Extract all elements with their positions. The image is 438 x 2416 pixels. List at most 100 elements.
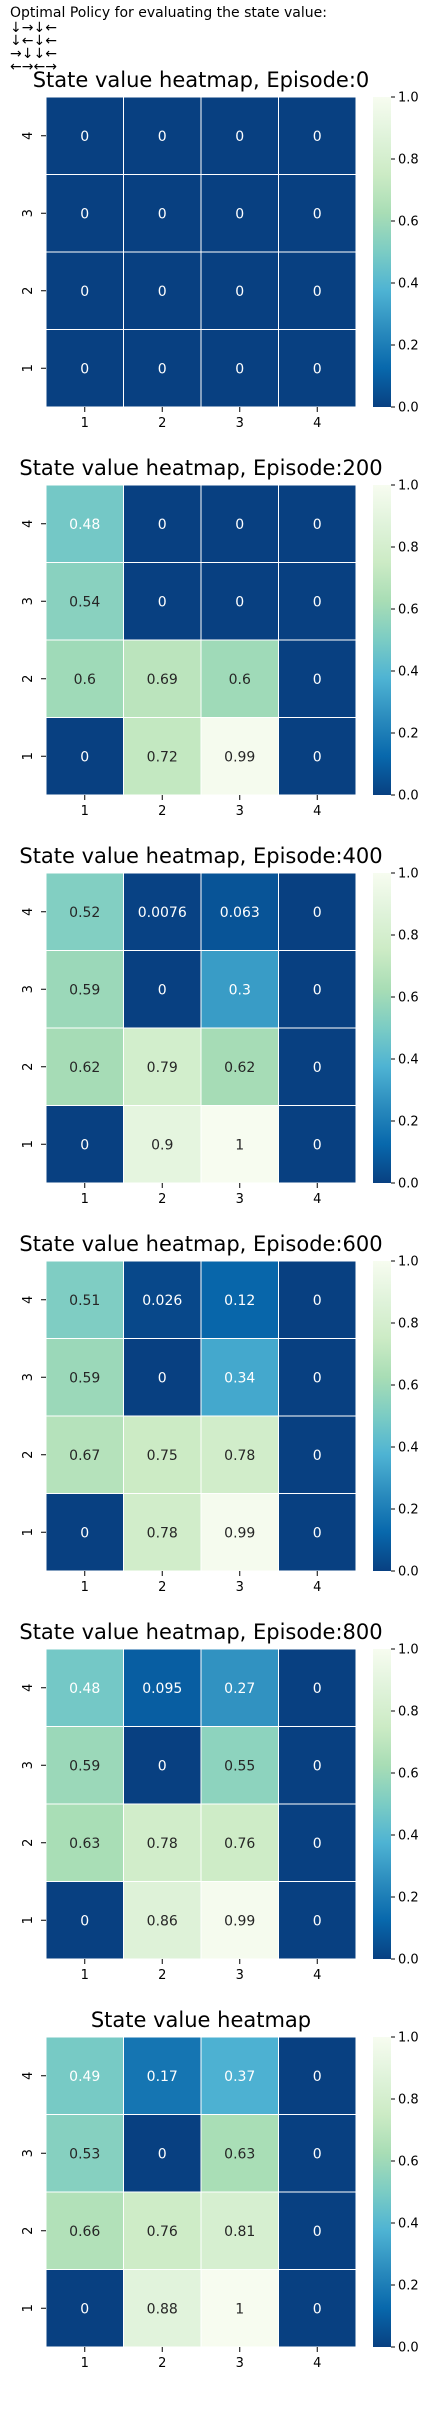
colorbar-tick-label: 0.6: [398, 215, 419, 230]
cell-value-label: 0.62: [224, 1060, 255, 1076]
heatmap-cell: [123, 1648, 202, 1727]
chart-title: State value heatmap, Episode:0: [33, 68, 370, 92]
heatmap-cell: [123, 1803, 202, 1882]
cell-value-label: 0.37: [224, 2069, 255, 2085]
cell-value-label: 0.76: [147, 2224, 178, 2240]
cell-value-label: 0.3: [229, 982, 251, 998]
y-tick-label: 2: [21, 287, 36, 295]
cell-value-label: 1: [235, 2301, 244, 2317]
colorbar-tick-label: 0.0: [398, 401, 419, 416]
colorbar: [373, 2037, 391, 2347]
heatmap-cell: [200, 1415, 279, 1494]
chart-title: State value heatmap, Episode:600: [19, 1232, 382, 1256]
heatmap-cell: [278, 639, 357, 718]
x-tick-label: 1: [81, 1192, 89, 1207]
heatmap-cell: [123, 329, 202, 408]
cell-value-label: 0.78: [147, 1836, 178, 1852]
cell-value-label: 0: [313, 1525, 322, 1541]
heatmap-cell: [278, 251, 357, 330]
x-tick-label: 3: [236, 1968, 244, 1983]
cell-value-label: 0: [158, 1370, 167, 1386]
x-tick-label: 4: [313, 1968, 321, 1983]
heatmap-cell: [278, 1881, 357, 1960]
heatmap-cell: [123, 639, 202, 718]
heatmap-cell: [278, 484, 357, 563]
heatmap-cell: [200, 1105, 279, 1184]
cell-value-label: 0: [158, 361, 167, 377]
heatmap-chart: State value heatmap, Episode:800 0.48 0.09…: [19, 1620, 419, 1983]
chart-title: State value heatmap, Episode:400: [19, 844, 382, 868]
heatmap-cell: [45, 1803, 124, 1882]
y-tick-label: 2: [21, 2227, 36, 2235]
heatmap-cell: [278, 1260, 357, 1339]
cell-value-label: 0.63: [224, 2146, 255, 2162]
colorbar: [373, 1649, 391, 1959]
cell-value-label: 0.63: [69, 1836, 100, 1852]
cell-value-label: 0: [313, 982, 322, 998]
y-tick-label: 4: [21, 132, 36, 140]
x-tick-label: 4: [313, 416, 321, 431]
cell-value-label: 0: [313, 129, 322, 145]
colorbar-tick-label: 0.4: [398, 1053, 419, 1068]
cell-value-label: 0.53: [69, 2146, 100, 2162]
cell-value-label: 0: [313, 2224, 322, 2240]
policy-row: ←→←→: [10, 59, 57, 75]
y-tick-label: 3: [21, 1761, 36, 1769]
cell-value-label: 0: [313, 206, 322, 222]
heatmap-chart: State value heatmap, Episode:0 0 0 0 0 0 0 0 0 0 0…: [21, 68, 419, 431]
heatmap-cell: [45, 96, 124, 175]
colorbar-tick-label: 0.0: [398, 1953, 419, 1968]
policy-row: →↓↓←: [10, 46, 57, 62]
cell-value-label: 0.48: [69, 1681, 100, 1697]
y-tick-label: 1: [21, 364, 36, 372]
chart-title: State value heatmap: [91, 2008, 311, 2032]
cell-value-label: 0.99: [224, 1913, 255, 1929]
heatmap-cell: [123, 950, 202, 1029]
heatmap-cell: [278, 2191, 357, 2270]
colorbar-tick-label: 0.4: [398, 277, 419, 292]
colorbar-tick-label: 0.6: [398, 2155, 419, 2170]
cell-value-label: 0.063: [220, 905, 260, 921]
cell-value-label: 0.78: [147, 1525, 178, 1541]
colorbar-tick-label: 1.0: [398, 479, 419, 494]
cell-value-label: 0: [313, 1137, 322, 1153]
y-tick-label: 3: [21, 985, 36, 993]
heatmap-cell: [200, 639, 279, 718]
cell-value-label: 0: [158, 284, 167, 300]
heatmap-chart: State value heatmap 0.49 0.17 0.37 0 0.53 0 0.6…: [21, 2008, 419, 2371]
cell-value-label: 0.81: [224, 2224, 255, 2240]
x-tick-label: 1: [81, 2356, 89, 2371]
y-tick-label: 1: [21, 1140, 36, 1148]
cell-value-label: 0.69: [147, 672, 178, 688]
cell-value-label: 0.095: [142, 1681, 182, 1697]
colorbar-tick-label: 0.8: [398, 1317, 419, 1332]
heatmap-cell: [200, 872, 279, 951]
heatmap-cell: [45, 484, 124, 563]
heatmap-cell: [200, 2036, 279, 2115]
heatmap-cell: [278, 1648, 357, 1727]
heatmap-cell: [278, 950, 357, 1029]
cell-value-label: 0: [235, 361, 244, 377]
x-tick-label: 3: [236, 804, 244, 819]
heatmap-chart: State value heatmap, Episode:200 0.48 0 0 0 0…: [19, 456, 419, 819]
y-tick-label: 3: [21, 1373, 36, 1381]
colorbar: [373, 97, 391, 407]
cell-value-label: 0.6: [74, 672, 96, 688]
heatmap-cell: [200, 950, 279, 1029]
heatmap-cell: [278, 1338, 357, 1417]
cell-value-label: 0.72: [147, 749, 178, 765]
policy-title: Optimal Policy for evaluating the state …: [10, 5, 327, 21]
y-tick-label: 4: [21, 520, 36, 528]
x-tick-label: 2: [158, 1192, 166, 1207]
cell-value-label: 0.78: [224, 1448, 255, 1464]
cell-value-label: 0.27: [224, 1681, 255, 1697]
colorbar-tick-label: 0.8: [398, 153, 419, 168]
cell-value-label: 1: [235, 1137, 244, 1153]
heatmap-cell: [45, 329, 124, 408]
cell-value-label: 0.34: [224, 1370, 255, 1386]
heatmap-cell: [45, 2191, 124, 2270]
cell-value-label: 0: [313, 1370, 322, 1386]
cell-value-label: 0: [313, 1293, 322, 1309]
cell-value-label: 0.75: [147, 1448, 178, 1464]
heatmap-cell: [123, 2191, 202, 2270]
